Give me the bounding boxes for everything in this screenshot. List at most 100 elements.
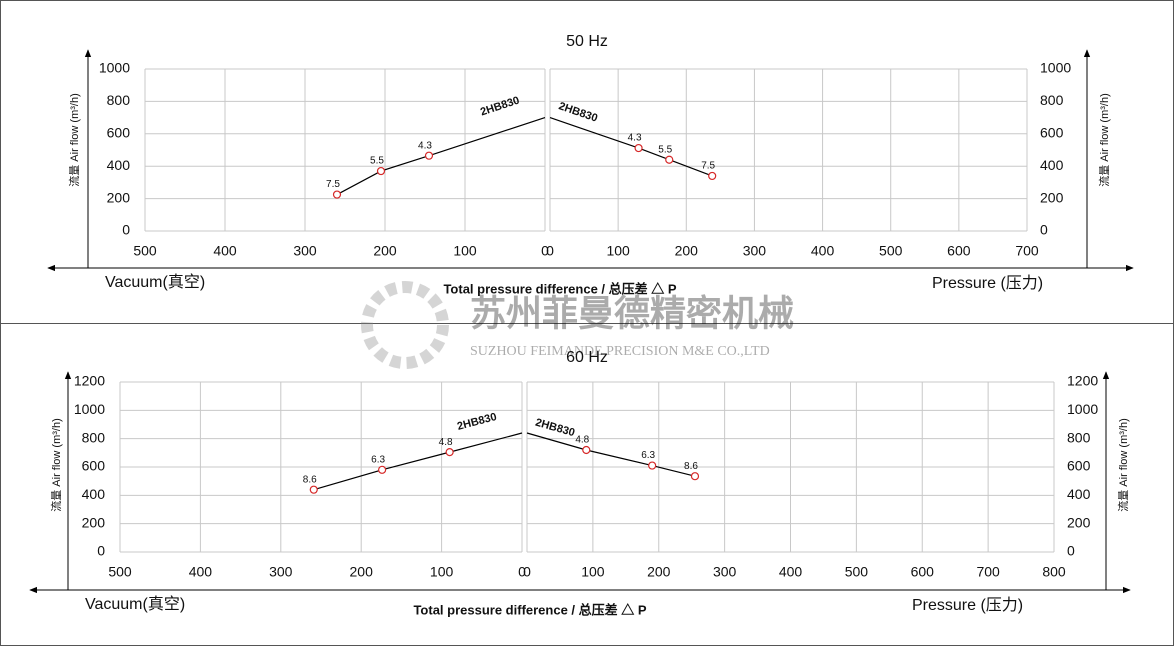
point-label: 6.3 xyxy=(641,450,655,461)
point xyxy=(708,171,717,181)
y-tick-label: 400 xyxy=(107,157,131,173)
y-tick-label: 800 xyxy=(1067,429,1091,445)
y-tick-label: 800 xyxy=(1040,92,1064,108)
curve xyxy=(526,432,696,477)
curve xyxy=(336,117,546,196)
y-tick-label: 1000 xyxy=(74,401,105,417)
panel-title: 60 Hz xyxy=(566,349,608,366)
curve xyxy=(549,117,713,177)
point-label: 8.6 xyxy=(684,461,698,472)
series-name: 2HB830 xyxy=(557,100,599,124)
series-name: 2HB830 xyxy=(534,417,576,440)
x-tick-label: 500 xyxy=(879,243,903,259)
y-axis-label: 流量 Air flow (m³/h) xyxy=(1097,93,1111,187)
x-tick-label: 0 xyxy=(546,243,554,259)
y-tick-label: 0 xyxy=(97,543,105,559)
point xyxy=(648,461,657,470)
point xyxy=(424,151,434,160)
point-label: 5.5 xyxy=(658,144,672,155)
point-label: 4.3 xyxy=(418,140,432,151)
point xyxy=(634,143,643,153)
point-label: 4.8 xyxy=(575,435,589,446)
x-tick-label: 0 xyxy=(518,564,526,580)
x-tick-label: 400 xyxy=(811,243,835,259)
watermark-en: SUZHOU FEIMANDE PRECISION M&E CO.,LTD xyxy=(470,344,770,359)
x-tick-label: 500 xyxy=(845,564,869,580)
point-label: 8.6 xyxy=(303,474,317,485)
y-tick-label: 200 xyxy=(107,189,131,205)
point-label: 7.5 xyxy=(326,179,340,190)
point xyxy=(445,448,454,457)
y-tick-label: 800 xyxy=(82,429,106,445)
vacuum-label: Vacuum(真空) xyxy=(105,273,205,291)
series-name: 2HB830 xyxy=(479,95,521,119)
y-tick-label: 1000 xyxy=(99,60,130,76)
y-tick-label: 200 xyxy=(82,514,106,530)
point xyxy=(332,190,342,199)
x-tick-label: 500 xyxy=(133,243,157,259)
point-label: 6.3 xyxy=(371,454,385,465)
y-tick-label: 400 xyxy=(1067,486,1091,502)
x-tick-label: 200 xyxy=(350,564,374,580)
y-tick-label: 400 xyxy=(1040,157,1064,173)
x-tick-label: 100 xyxy=(606,243,630,259)
y-tick-label: 600 xyxy=(1040,125,1064,141)
x-tick-label: 300 xyxy=(743,243,767,259)
x-tick-label: 700 xyxy=(1015,243,1039,259)
x-tick-label: 400 xyxy=(213,243,237,259)
x-tick-label: 100 xyxy=(430,564,454,580)
x-tick-label: 300 xyxy=(269,564,293,580)
point-label: 4.3 xyxy=(628,133,642,144)
x-tick-label: 100 xyxy=(453,243,477,259)
y-axis-label: 流量 Air flow (m³/h) xyxy=(49,418,63,512)
point-label: 4.8 xyxy=(439,437,453,448)
point xyxy=(376,166,386,176)
point-label: 5.5 xyxy=(370,156,384,167)
y-tick-label: 1000 xyxy=(1067,401,1098,417)
x-tick-label: 0 xyxy=(541,243,549,259)
panel-title: 50 Hz xyxy=(566,33,608,50)
y-tick-label: 0 xyxy=(1040,222,1048,238)
y-tick-label: 0 xyxy=(1067,543,1075,559)
point xyxy=(665,155,674,164)
x-tick-label: 200 xyxy=(675,243,699,259)
x-tick-label: 300 xyxy=(713,564,737,580)
vacuum-label: Vacuum(真空) xyxy=(85,595,185,613)
x-tick-label: 200 xyxy=(373,243,397,259)
watermark: 苏州菲曼德精密机械 SUZHOU FEIMANDE PRECISION M&E … xyxy=(361,281,794,369)
y-tick-label: 0 xyxy=(122,222,130,238)
curve xyxy=(313,432,523,491)
x-tick-label: 400 xyxy=(189,564,213,580)
y-tick-label: 1200 xyxy=(74,373,105,389)
y-axis-label: 流量 Air flow (m³/h) xyxy=(1116,418,1130,512)
y-axis-label: 流量 Air flow (m³/h) xyxy=(67,93,81,187)
point-label: 7.5 xyxy=(701,161,715,172)
x-tick-label: 500 xyxy=(108,564,132,580)
x-tick-label: 600 xyxy=(911,564,935,580)
pressure-label: Pressure (压力) xyxy=(912,596,1023,614)
x-tick-label: 800 xyxy=(1042,564,1066,580)
y-tick-label: 800 xyxy=(107,92,131,108)
x-tick-label: 0 xyxy=(523,564,531,580)
x-tick-label: 700 xyxy=(976,564,1000,580)
watermark-cn: 苏州菲曼德精密机械 xyxy=(470,293,794,334)
pressure-label: Pressure (压力) xyxy=(932,274,1043,292)
x-tick-label: 200 xyxy=(647,564,671,580)
x-tick-label: 600 xyxy=(947,243,971,259)
point xyxy=(582,445,591,455)
series-name: 2HB830 xyxy=(456,411,498,433)
y-tick-label: 600 xyxy=(82,458,106,474)
point xyxy=(309,485,318,494)
point xyxy=(378,465,387,474)
y-tick-label: 200 xyxy=(1040,189,1064,205)
y-tick-label: 600 xyxy=(1067,458,1091,474)
x-tick-label: 100 xyxy=(581,564,605,580)
y-tick-label: 1000 xyxy=(1040,60,1071,76)
x-tick-label: 400 xyxy=(779,564,803,580)
x-tick-label: 300 xyxy=(293,243,317,259)
point xyxy=(690,472,700,481)
x-axis-label: Total pressure difference / 总压差 △ P xyxy=(413,602,646,617)
logo xyxy=(361,281,449,369)
y-tick-label: 400 xyxy=(82,486,106,502)
